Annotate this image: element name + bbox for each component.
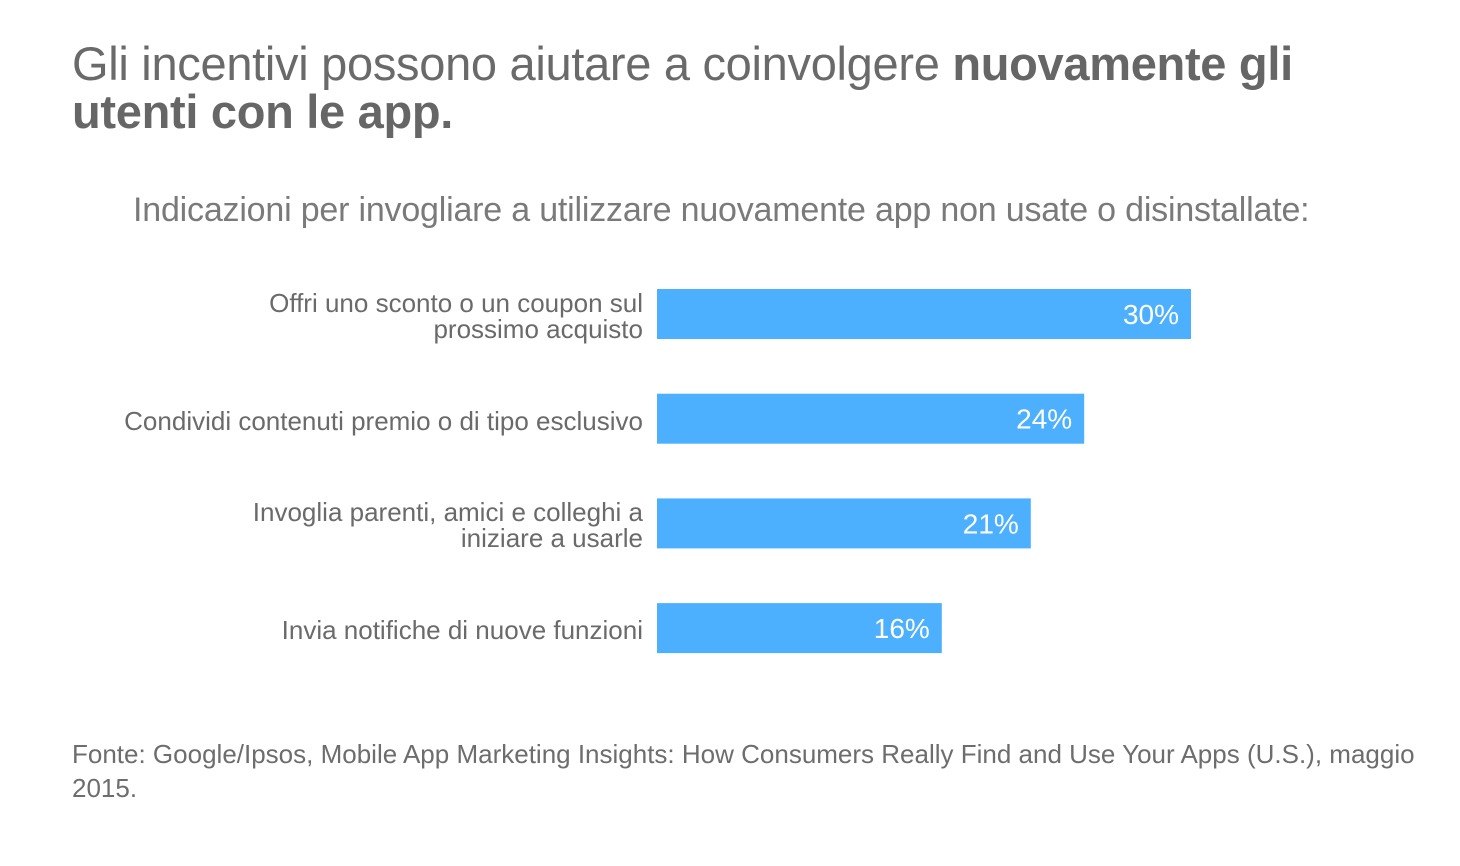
bar-value-label: 30% [1123,299,1179,330]
category-label: Offri uno sconto o un coupon sul prossimo… [43,290,643,342]
category-label-line: Condividi contenuti premio o di tipo esc… [124,405,643,436]
category-label: Invoglia parenti, amici e colleghi a iniz… [43,499,643,551]
bar [657,393,1085,444]
category-label-line: prossimo acquisto [433,314,643,344]
title-bold: nuovamente gli utenti con le app. [72,37,1293,138]
bar [657,498,1031,549]
bar-value-label: 21% [963,508,1019,539]
category-label-line: Invoglia parenti, amici e colleghi a [252,497,643,528]
source-note: Fonte: Google/Ipsos, Mobile App Marketin… [72,739,1415,803]
page-title: Gli incentivi possono aiutare a coinvolg… [72,40,1412,136]
category-label-line: iniziare a usarle [460,523,643,554]
bar-value-label: 24% [1016,404,1072,435]
category-label-line: Invia notifiche di nuove funzioni [281,615,643,646]
title-regular: Gli incentivi possono aiutare a coinvolg… [72,37,953,90]
bar [657,603,942,654]
chart-title: Indicazioni per invogliare a utilizzare … [133,191,1310,229]
category-label: Invia notifiche di nuove funzioni [43,617,643,643]
category-label: Condividi contenuti premio o di tipo esc… [43,408,643,434]
bar [657,289,1191,339]
bar-value-label: 16% [874,613,930,644]
category-label-line: Offri uno sconto o un coupon sul [269,288,643,318]
